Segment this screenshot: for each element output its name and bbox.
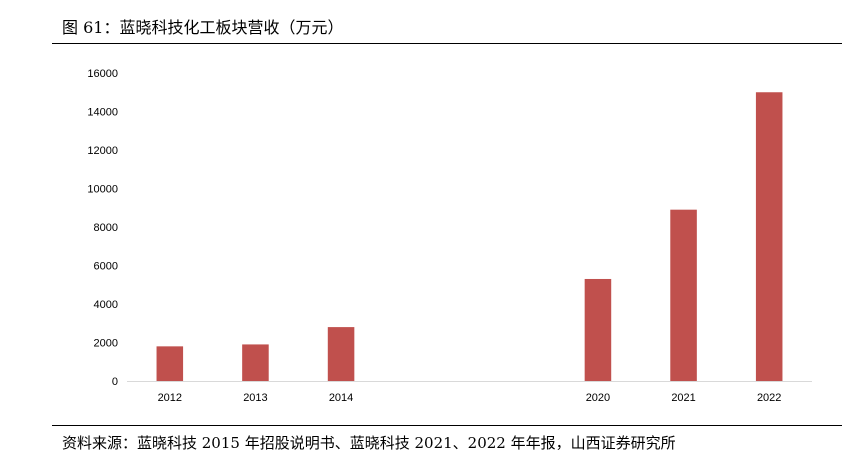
y-tick-label: 8000 [94,222,118,234]
x-tick-label: 2020 [586,392,610,404]
bar-2022 [755,92,783,381]
x-tick-label: 2013 [243,392,267,404]
bar-2012 [156,346,184,381]
x-axis: 2012 2013 2014 2020 2021 2022 [158,392,782,404]
bar-2021 [670,209,697,381]
y-tick-label: 0 [112,376,118,388]
y-tick-label: 10000 [87,184,118,196]
y-tick-label: 4000 [94,299,118,311]
y-tick-label: 12000 [87,145,118,157]
y-tick-label: 6000 [94,261,118,273]
bars [156,92,783,381]
y-tick-label: 16000 [87,68,118,80]
bar-chart: 0 2000 4000 6000 8000 10000 12000 14000 16000 20… [87,68,812,404]
x-tick-label: 2022 [757,392,781,404]
figure-title: 图 61：蓝晓科技化工板块营收（万元） [62,18,344,37]
y-tick-label: 2000 [94,338,118,350]
bar-2020 [584,278,612,381]
x-tick-label: 2012 [158,392,182,404]
y-tick-label: 14000 [87,107,118,119]
bar-2013 [242,344,269,381]
y-axis: 0 2000 4000 6000 8000 10000 12000 14000 16000 [87,68,118,388]
bar-2014 [327,327,355,381]
x-tick-label: 2021 [671,392,695,404]
x-tick-label: 2014 [329,392,353,404]
source-note: 资料来源：蓝晓科技 2015 年招股说明书、蓝晓科技 2021、2022 年年报… [62,434,676,452]
top-rule [52,43,842,44]
bottom-rule [52,425,842,426]
